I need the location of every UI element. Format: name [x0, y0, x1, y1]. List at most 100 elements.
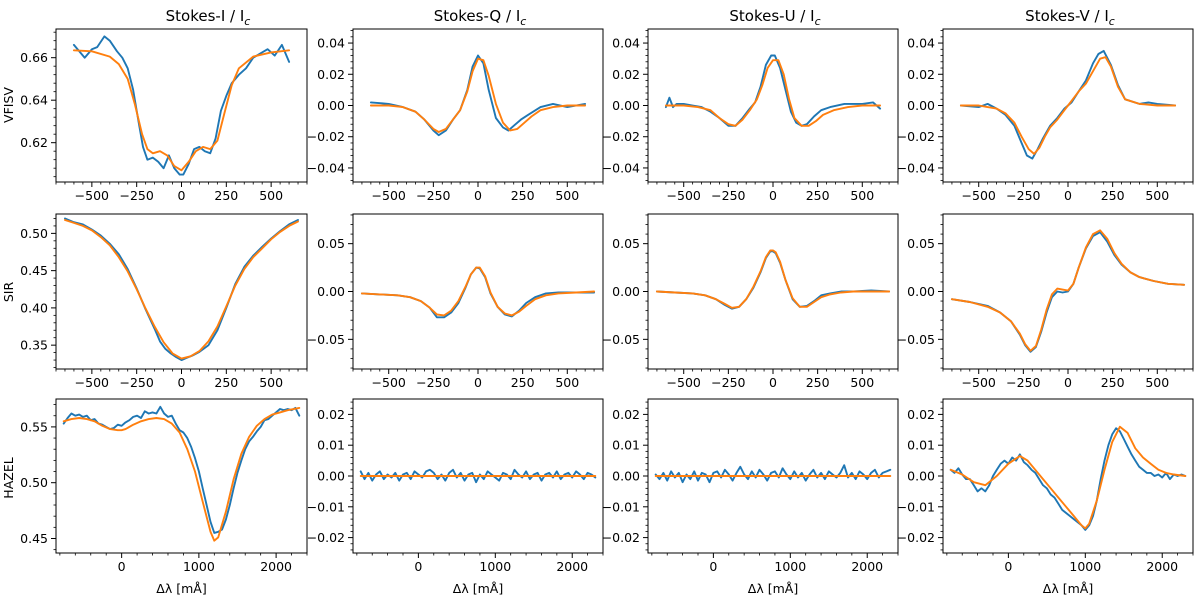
panel-vfisv-stokes-i-xtick-label: 500: [259, 188, 283, 203]
panel-sir-stokes-q-xtick-label: 500: [555, 375, 579, 390]
panel-vfisv-stokes-q-ytick-label: −0.02: [307, 129, 345, 144]
panel-vfisv-stokes-v-xtick-label: −500: [962, 188, 996, 203]
panel-sir-stokes-u-ytick-label: −0.05: [602, 332, 640, 347]
panel-vfisv-stokes-u: −500 −250 0 250 500 −0.04 −0.02 0.00 0.02 0.04: [602, 28, 899, 203]
col-title-stokes-i: Stokes-I / Ic: [166, 7, 251, 28]
panel-hazel-stokes-v-ytick-label: −0.01: [897, 499, 935, 514]
panel-hazel-stokes-i-xtick-label: 2000: [260, 559, 292, 574]
panel-vfisv-stokes-v-fit-line: [959, 56, 1177, 155]
panel-sir-stokes-i-frame: [55, 213, 308, 370]
panel-hazel-stokes-q-observed-line: [359, 468, 597, 484]
panel-hazel-stokes-i: 0 1000 2000 0.45 0.50 0.55 Δλ [mÅ]: [20, 398, 308, 596]
panel-hazel-stokes-u-ytick-label: 0.00: [612, 469, 640, 484]
panel-vfisv-stokes-v-xtick-label: 0: [1064, 188, 1072, 203]
panel-sir-stokes-i-xtick-label: 250: [214, 375, 238, 390]
panel-sir-stokes-q-xtick-label: −250: [416, 375, 450, 390]
panel-sir-stokes-i-ytick-label: 0.50: [20, 226, 48, 241]
panel-hazel-stokes-i-ytick-label: 0.50: [20, 475, 48, 490]
panel-hazel-stokes-v: 0 1000 2000 −0.02 −0.01 0.00 0.01 0.02 Δλ [mÅ]: [897, 398, 1194, 596]
panel-hazel-stokes-u-ytick-label: −0.02: [602, 530, 640, 545]
panel-vfisv-stokes-q-ytick-label: 0.04: [317, 36, 345, 51]
panel-hazel-stokes-v-xlabel: Δλ [mÅ]: [1043, 581, 1093, 596]
panel-sir-stokes-i-xtick-label: −250: [120, 375, 154, 390]
panel-vfisv-stokes-u-ytick-label: 0.04: [612, 36, 640, 51]
panel-vfisv-stokes-q-ytick-label: −0.04: [307, 160, 345, 175]
panel-sir-stokes-u-xtick-label: 0: [769, 375, 777, 390]
panel-sir-stokes-i-xtick-label: 500: [259, 375, 283, 390]
panel-vfisv-stokes-i-xtick-label: −500: [75, 188, 109, 203]
panel-hazel-stokes-i-observed-line: [62, 405, 301, 534]
panel-hazel-stokes-v-ytick-label: 0.02: [907, 407, 935, 422]
panel-vfisv-stokes-i-ytick-label: 0.62: [20, 135, 48, 150]
panel-vfisv-stokes-u-xtick-label: 500: [850, 188, 874, 203]
panel-sir-stokes-i-xtick-label: 0: [178, 375, 186, 390]
panel-hazel-stokes-u-xtick-label: 2000: [851, 559, 883, 574]
panel-hazel-stokes-v-observed-line: [949, 427, 1187, 531]
panel-sir-stokes-i-ytick-label: 0.40: [20, 300, 48, 315]
panel-vfisv-stokes-v-ytick-label: −0.04: [897, 160, 935, 175]
panel-hazel-stokes-v-xtick-label: 1000: [1069, 559, 1101, 574]
panel-hazel-stokes-u-xlabel: Δλ [mÅ]: [748, 581, 798, 596]
panel-hazel-stokes-i-frame: [55, 398, 308, 554]
row-labels: VFISV SIR HAZEL: [1, 87, 16, 499]
col-title-stokes-q: Stokes-Q / Ic: [434, 7, 527, 28]
panel-vfisv-stokes-q-ytick-label: 0.02: [317, 67, 345, 82]
panel-hazel-stokes-u-xtick-label: 0: [709, 559, 717, 574]
panel-vfisv-stokes-u-ytick-label: −0.04: [602, 160, 640, 175]
panel-hazel-stokes-v-fit-line: [949, 425, 1187, 530]
panel-vfisv-stokes-v-ytick-label: 0.02: [907, 67, 935, 82]
row-label-vfisv: VFISV: [1, 87, 16, 123]
panel-sir-stokes-u-fit-line: [655, 249, 891, 309]
panel-sir-stokes-q: −500 −250 0 250 500 −0.05 0.00 0.05: [307, 213, 604, 390]
panel-sir-stokes-q-xtick-label: 250: [511, 375, 535, 390]
panel-vfisv-stokes-q-xtick-label: 500: [555, 188, 579, 203]
panel-vfisv-stokes-u-fit-line: [664, 59, 882, 127]
panel-vfisv-stokes-q-xtick-label: −250: [416, 188, 450, 203]
panel-hazel-stokes-q-ytick-label: −0.01: [307, 499, 345, 514]
panel-sir-stokes-q-frame: [352, 213, 604, 370]
panel-sir-stokes-q-xtick-label: 0: [474, 375, 482, 390]
panel-vfisv-stokes-u-ytick-label: 0.00: [612, 98, 640, 113]
panel-hazel-stokes-i-xlabel: Δλ [mÅ]: [156, 581, 206, 596]
panel-vfisv-stokes-q-ytick-label: 0.00: [317, 98, 345, 113]
col-title-stokes-u: Stokes-U / Ic: [729, 7, 820, 28]
panel-vfisv-stokes-u-xtick-label: 0: [769, 188, 777, 203]
panel-sir-stokes-i-fit-line: [64, 219, 299, 360]
panel-vfisv-stokes-u-xtick-label: −500: [667, 188, 701, 203]
panel-vfisv-stokes-i-observed-line: [72, 35, 291, 176]
panel-vfisv-stokes-q-xtick-label: 250: [511, 188, 535, 203]
panel-sir-stokes-v-xtick-label: 500: [1145, 375, 1169, 390]
panel-hazel-stokes-v-xtick-label: 0: [1004, 559, 1012, 574]
panel-sir-stokes-q-xtick-label: −500: [372, 375, 406, 390]
column-titles: Stokes-I / Ic Stokes-Q / Ic Stokes-U / I…: [166, 7, 1115, 28]
panel-vfisv-stokes-i-xtick-label: 0: [178, 188, 186, 203]
panel-sir-stokes-u-xtick-label: −250: [711, 375, 745, 390]
panel-hazel-stokes-q-xtick-label: 1000: [479, 559, 511, 574]
panel-hazel-stokes-q-xtick-label: 2000: [556, 559, 588, 574]
panel-vfisv-stokes-v-ytick-label: 0.00: [907, 98, 935, 113]
panel-vfisv-stokes-i-ytick-label: 0.64: [20, 93, 48, 108]
panel-sir-stokes-u-xtick-label: 500: [850, 375, 874, 390]
panel-vfisv-stokes-u-xtick-label: −250: [711, 188, 745, 203]
panel-hazel-stokes-i-xtick-label: 0: [118, 559, 126, 574]
panels: −500 −250 0 250 500 0.62 0.64 0.66 −500 −250 0 250 5…: [20, 28, 1194, 596]
panel-hazel-stokes-q-xtick-label: 0: [414, 559, 422, 574]
panel-sir-stokes-i-ytick-label: 0.35: [20, 338, 48, 353]
col-title-stokes-v: Stokes-V / Ic: [1025, 7, 1115, 28]
panel-vfisv-stokes-v-ytick-label: −0.02: [897, 129, 935, 144]
panel-hazel-stokes-i-ytick-label: 0.55: [20, 419, 48, 434]
panel-sir-stokes-u-ytick-label: 0.05: [612, 236, 640, 251]
row-label-hazel: HAZEL: [1, 457, 16, 498]
panel-vfisv-stokes-u-xtick-label: 250: [806, 188, 830, 203]
panel-vfisv-stokes-u-ytick-label: 0.02: [612, 67, 640, 82]
panel-hazel-stokes-u-observed-line: [654, 464, 892, 484]
panel-vfisv-stokes-v-xtick-label: 500: [1145, 188, 1169, 203]
panel-hazel-stokes-i-ytick-label: 0.45: [20, 531, 48, 546]
panel-sir-stokes-v-fit-line: [950, 229, 1186, 352]
panel-vfisv-stokes-q-xtick-label: 0: [474, 188, 482, 203]
panel-vfisv-stokes-v-ytick-label: 0.04: [907, 36, 935, 51]
panel-hazel-stokes-i-fit-line: [62, 406, 301, 542]
panel-sir-stokes-u-xtick-label: 250: [806, 375, 830, 390]
panel-hazel-stokes-q-ytick-label: 0.01: [317, 438, 345, 453]
